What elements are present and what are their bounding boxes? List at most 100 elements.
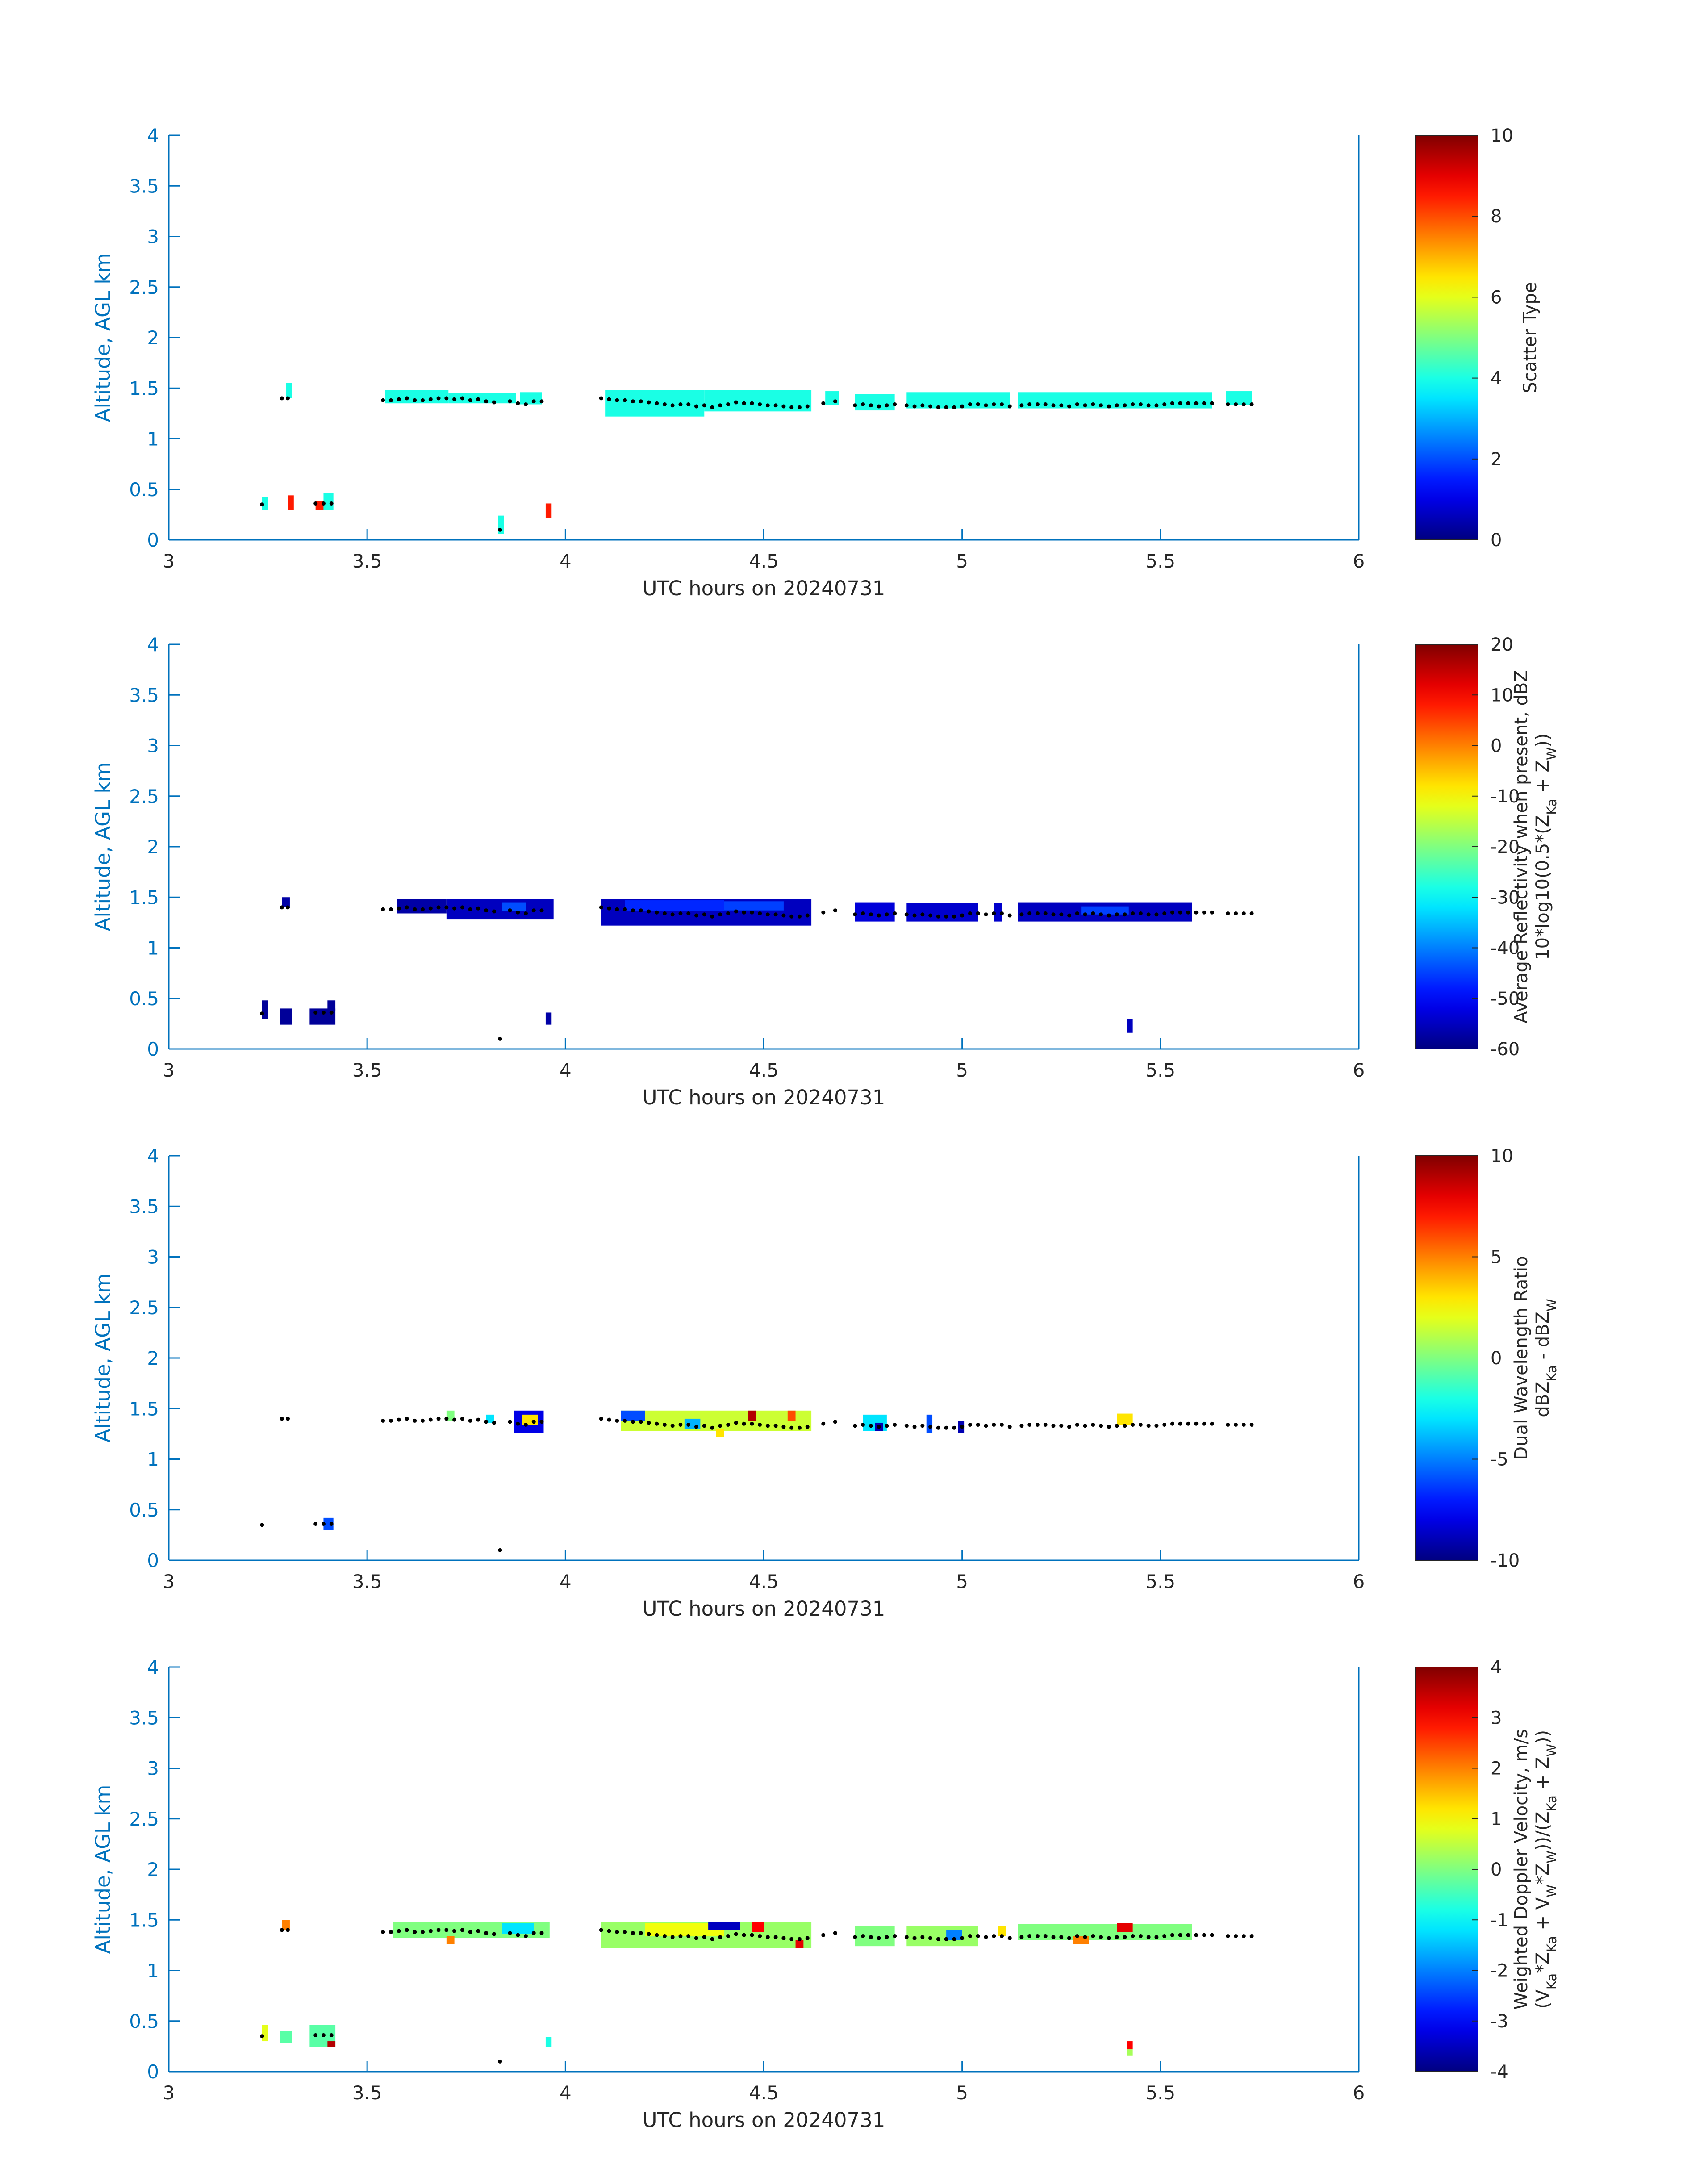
cloud-base-marker [436,1417,441,1421]
cloud-base-marker [1210,401,1214,405]
cloud-base-marker [1154,403,1159,408]
cloud-base-marker [1107,913,1111,918]
data-cell-7 [752,1922,764,1932]
data-cell-8 [906,903,978,922]
cloud-base-marker [1131,1422,1135,1427]
cloud-base-marker [639,399,643,404]
cloud-base-marker [1000,1422,1004,1427]
cloud-base-marker [1162,911,1167,915]
cloud-base-marker [662,1422,667,1427]
cloud-base-marker [1123,1935,1127,1939]
cloud-base-marker [758,1422,762,1427]
panel-4: 0 0.5 1 1.5 2 2.5 3 3.5 4 3 3.5 4 4.5 5 5.5 6 UTC hours … [91,1656,1559,2132]
cloud-base-marker [1035,911,1040,915]
cloud-base-marker [678,402,683,406]
cloud-base-marker [1099,1935,1103,1939]
cloud-base-marker [662,1934,667,1938]
cloud-base-marker [936,1937,940,1941]
x-tick-label: 3 [163,1059,175,1081]
cloud-base-marker [405,396,409,401]
cloud-base-marker [805,1425,810,1429]
cloud-base-marker [1123,912,1127,917]
cloud-base-marker [734,909,738,914]
data-cell-18 [280,2031,292,2043]
cloud-base-marker [329,2033,334,2037]
cloud-base-marker [686,1934,691,1938]
cloud-base-marker [853,1424,857,1428]
cloud-base-marker [1067,1425,1072,1429]
cloud-base-marker [1059,1424,1064,1428]
cloud-base-marker [893,402,897,406]
cloud-base-marker [1146,403,1151,408]
x-axis-label: UTC hours on 20240731 [643,577,885,600]
cloud-base-marker [623,398,627,402]
cloud-base-marker [599,1417,603,1421]
cloud-base-marker [833,908,837,913]
cloud-base-marker [1027,1934,1032,1938]
cloud-base-marker [476,1929,480,1933]
cloud-base-marker [444,396,449,401]
cloud-base-marker [821,1421,826,1426]
cloud-base-marker [1107,1425,1111,1429]
cloud-base-marker [286,396,290,401]
colorbar: -60 -50 -40 -30 -20 -10 0 10 20 Average Reflectiv… [1415,635,1559,1060]
cloud-base-marker [260,1011,264,1016]
cloud-base-marker [313,2033,318,2037]
cloud-base-marker [1154,1935,1159,1939]
cloud-base-marker [797,914,802,919]
cloud-base-marker [1067,404,1072,409]
colorbar-scale [1415,1155,1478,1561]
cloud-base-marker [984,403,988,408]
y-tick-label: 1 [147,428,159,450]
cloud-base-marker [773,1935,778,1939]
colorbar-tick-label: 8 [1491,206,1502,227]
colorbar-tick-label: 0 [1491,1348,1502,1369]
colorbar-tick-label: 0 [1491,1859,1502,1880]
cloud-base-marker [1007,1936,1012,1940]
cloud-base-marker [607,1417,611,1422]
cloud-base-marker [1154,1424,1159,1428]
cloud-base-marker [1067,1936,1072,1940]
cloud-base-marker [869,1424,873,1428]
cloud-base-marker [421,907,425,911]
cloud-base-marker [1226,911,1230,915]
x-tick-label: 6 [1353,1059,1365,1081]
x-tick-label: 5.5 [1145,1059,1175,1081]
cloud-base-marker [944,1937,948,1941]
cloud-base-marker [781,1936,786,1940]
cloud-base-marker [710,1937,714,1941]
colorbar-tick-label: 5 [1491,1247,1502,1268]
cloud-base-marker [976,402,980,406]
cloud-base-marker [531,1420,536,1424]
data-cell-11 [1226,391,1252,405]
x-tick-label: 5.5 [1145,1571,1175,1592]
cloud-base-marker [623,1418,627,1423]
data-cell-7 [825,391,839,405]
cloud-base-marker [1234,911,1238,915]
cloud-base-marker [1249,1934,1254,1938]
y-tick-label: 3.5 [129,684,159,706]
cloud-base-marker [498,1036,502,1041]
x-tick-label: 6 [1353,2082,1365,2104]
cloud-base-marker [1178,401,1182,405]
cloud-base-marker [797,405,802,409]
cloud-base-marker [670,1424,675,1428]
cloud-base-marker [992,402,996,406]
cloud-base-marker [742,401,746,405]
cloud-base-marker [397,906,401,911]
cloud-base-marker [952,405,956,409]
cloud-base-marker [381,1418,385,1423]
colorbar-tick-label: 0 [1491,530,1502,551]
cloud-base-marker [631,1420,635,1424]
cloud-base-marker [1107,1936,1111,1940]
x-tick-label: 5 [956,1571,968,1592]
colorbar: -4 -3 -2 -1 0 1 2 3 4 Weighted Doppler Velocity, … [1415,1657,1559,2082]
cloud-base-marker [893,1422,897,1427]
cloud-base-marker [944,1425,948,1430]
cloud-base-marker [821,910,826,915]
colorbar-label-line-1: Scatter Type [1520,282,1541,393]
cloud-base-marker [718,1935,722,1939]
cloud-base-marker [397,397,401,401]
colorbar-tick-label: -10 [1491,1550,1520,1571]
cloud-base-marker [1027,402,1032,406]
